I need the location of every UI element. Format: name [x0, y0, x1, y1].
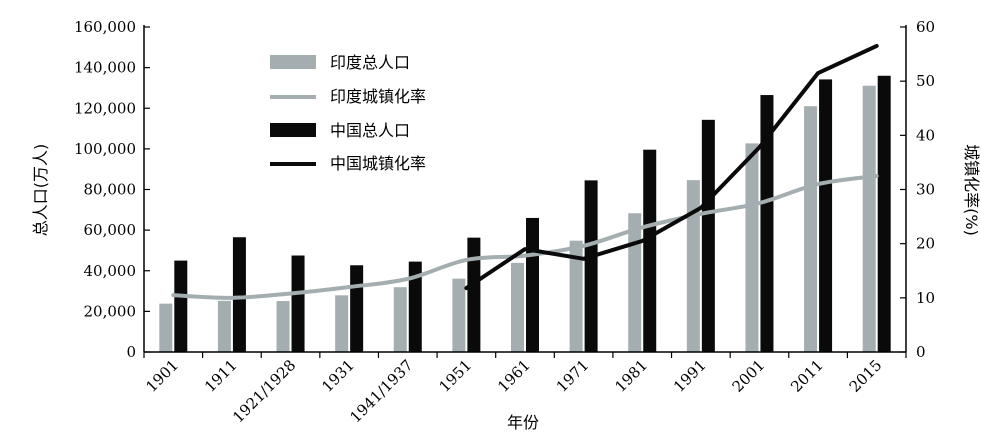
- bar-india-2: [276, 301, 290, 352]
- x-axis-title: 年份: [507, 413, 539, 432]
- bar-india-8: [628, 213, 642, 352]
- left-axis-title: 总人口(万人): [31, 144, 50, 237]
- bar-china-11: [819, 79, 833, 352]
- right-tick-label-1: 10: [916, 289, 935, 307]
- right-tick-label-4: 40: [916, 126, 935, 144]
- bar-china-4: [408, 261, 422, 352]
- x-tick-label-7: 1971: [553, 356, 593, 396]
- left-tick-label-4: 80,000: [84, 181, 137, 199]
- bar-china-9: [701, 119, 715, 352]
- legend-label-china-population: 中国总人口: [330, 121, 410, 140]
- bar-india-3: [335, 295, 349, 352]
- lines-layer: [171, 43, 879, 300]
- legend-label-india-urbanization: 印度城镇化率: [330, 87, 426, 106]
- bar-india-0: [159, 303, 173, 352]
- x-tick-label-5: 1951: [435, 356, 475, 396]
- left-tick-label-2: 40,000: [84, 262, 137, 280]
- legend-label-china-urbanization: 中国城镇化率: [330, 154, 426, 173]
- x-tick-label-12: 2015: [846, 356, 886, 396]
- bar-india-7: [569, 240, 583, 352]
- left-tick-label-8: 160,000: [74, 18, 136, 36]
- x-tick-label-8: 1981: [611, 356, 651, 396]
- bar-china-1: [232, 237, 246, 352]
- bar-india-4: [393, 287, 407, 352]
- bar-china-3: [350, 265, 364, 352]
- bar-india-6: [511, 262, 524, 352]
- x-tick-label-4: 1941/1937: [346, 356, 416, 426]
- bar-india-12: [862, 85, 876, 352]
- x-tick-label-10: 2001: [729, 356, 769, 396]
- right-tick-label-0: 0: [916, 343, 926, 361]
- line-china-urbanization: [464, 43, 879, 291]
- right-tick-label-2: 20: [916, 235, 935, 253]
- bar-china-7: [584, 180, 598, 352]
- x-tick-label-0: 1901: [142, 356, 182, 396]
- x-tick-label-1: 1911: [201, 356, 241, 396]
- bar-india-9: [686, 180, 700, 352]
- bar-india-10: [745, 143, 759, 352]
- bar-china-12: [877, 75, 891, 352]
- x-tick-label-9: 1991: [670, 356, 710, 396]
- bar-china-10: [760, 95, 774, 352]
- left-tick-label-3: 60,000: [84, 221, 137, 239]
- bar-china-5: [467, 237, 481, 352]
- legend-swatch-china-population: [270, 123, 316, 137]
- bar-india-11: [804, 106, 818, 352]
- bar-india-1: [217, 300, 231, 352]
- bar-india-5: [452, 278, 466, 352]
- right-axis-title: 城镇化率(%): [962, 144, 981, 236]
- bars-layer: [159, 75, 891, 352]
- left-tick-label-6: 120,000: [74, 99, 136, 117]
- legend-label-india-population: 印度总人口: [330, 53, 410, 72]
- right-tick-label-3: 30: [916, 181, 935, 199]
- left-tick-label-5: 100,000: [74, 140, 136, 158]
- bar-china-8: [643, 149, 657, 352]
- legend: 印度总人口 印度城镇化率 中国总人口 中国城镇化率: [270, 53, 426, 173]
- bar-china-6: [526, 217, 539, 352]
- x-tick-label-2: 1921/1928: [229, 356, 299, 426]
- left-tick-label-7: 140,000: [74, 59, 136, 77]
- right-tick-label-5: 50: [916, 72, 935, 90]
- left-tick-label-0: 0: [126, 343, 136, 361]
- legend-swatch-india-population: [270, 55, 316, 69]
- line-india-urbanization: [171, 173, 879, 300]
- bar-china-0: [174, 260, 188, 352]
- x-tick-label-11: 2011: [787, 356, 827, 396]
- x-tick-label-6: 1961: [494, 356, 534, 396]
- x-tick-label-3: 1931: [318, 356, 358, 396]
- right-tick-label-6: 60: [916, 18, 935, 36]
- left-tick-label-1: 20,000: [84, 302, 137, 320]
- bar-china-2: [291, 255, 305, 352]
